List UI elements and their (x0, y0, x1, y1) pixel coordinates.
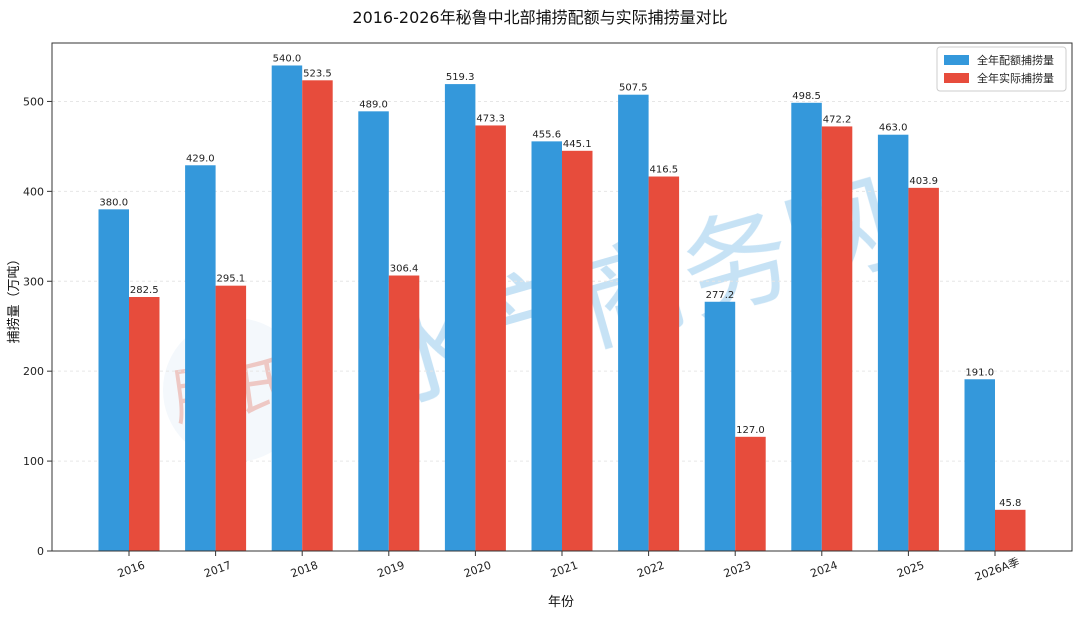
data-label: 463.0 (879, 123, 908, 134)
plot-frame (51, 42, 1073, 552)
data-label: 282.5 (130, 285, 159, 296)
bar-actual-2025 (908, 187, 939, 552)
x-tick-label: 2026A季 (973, 555, 1021, 583)
bar-actual-2017 (215, 285, 247, 551)
data-label: 127.0 (736, 425, 765, 436)
data-label: 191.0 (965, 367, 994, 378)
y-tick-label: 300 (23, 275, 44, 288)
data-label: 416.5 (650, 165, 679, 176)
x-tick-label: 2023 (722, 559, 753, 581)
bar-actual-2024 (821, 126, 853, 552)
x-tick-label: 2016 (116, 559, 147, 581)
data-label: 507.5 (619, 83, 648, 94)
x-tick-label: 2020 (462, 559, 493, 581)
data-label: 277.2 (706, 290, 735, 301)
x-tick-label: 2025 (895, 559, 926, 581)
data-label: 45.8 (999, 498, 1021, 509)
bar-actual-2020 (475, 125, 506, 551)
bar-quota-2017 (185, 165, 216, 551)
x-tick-label: 2024 (809, 559, 840, 581)
legend-label-actual: 全年实际捕捞量 (977, 71, 1054, 85)
bar-quota-2021 (531, 141, 562, 551)
y-tick-label: 100 (23, 455, 44, 468)
data-label: 455.6 (532, 129, 561, 140)
x-tick-label: 2019 (376, 559, 407, 581)
x-tick-label: 2017 (202, 559, 233, 581)
data-label: 519.3 (446, 72, 475, 83)
bar-actual-2026A季 (995, 509, 1026, 551)
data-labels: 380.0 429.0 540.0 489.0 519.3 455.6 507.5 277.2… (99, 53, 1021, 508)
bar-actual-2021 (562, 150, 593, 551)
y-tick-label: 200 (23, 365, 44, 378)
bar-quota-2023 (704, 301, 736, 551)
legend-swatch-quota (944, 55, 969, 65)
data-label: 523.5 (303, 68, 332, 79)
x-tick-label: 2022 (635, 559, 666, 581)
legend-swatch-actual (944, 73, 969, 83)
data-label: 429.0 (186, 153, 215, 164)
bar-quota-2024 (791, 102, 822, 552)
bar-actual-2018 (302, 80, 333, 552)
data-label: 472.2 (823, 114, 852, 125)
data-label: 489.0 (359, 99, 388, 110)
bar-quota-2016 (98, 209, 129, 551)
bar-quota-2019 (358, 111, 389, 552)
bar-actual-2022 (648, 176, 680, 551)
x-tick-label: 2018 (289, 559, 320, 581)
chart-title: 2016-2026年秘鲁中北部捕捞配额与实际捕捞量对比 (352, 8, 727, 27)
bar-quota-2018 (271, 65, 303, 551)
bars (98, 65, 1026, 552)
data-label: 498.5 (792, 91, 821, 102)
data-label: 306.4 (390, 264, 419, 275)
x-tick-label: 2021 (549, 559, 580, 581)
data-label: 403.9 (909, 176, 938, 187)
bar-quota-2022 (618, 94, 649, 552)
legend-box (936, 46, 1067, 92)
y-tick-label: 500 (23, 95, 44, 108)
data-label: 473.3 (476, 113, 505, 124)
bar-quota-2025 (877, 134, 909, 552)
data-label: 380.0 (99, 197, 128, 208)
bar-actual-2019 (388, 275, 420, 551)
bar-actual-2016 (129, 297, 160, 551)
data-label: 445.1 (563, 139, 592, 150)
x-axis-label: 年份 (548, 595, 574, 610)
data-label: 540.0 (273, 53, 302, 64)
y-tick-label: 400 (23, 185, 44, 198)
bar-quota-2020 (444, 84, 476, 552)
legend-label-quota: 全年配额捕捞量 (977, 53, 1054, 67)
bar-actual-2023 (735, 436, 766, 551)
y-tick-label: 0 (37, 545, 44, 558)
bar-quota-2026A季 (964, 379, 995, 551)
y-axis-label: 捕捞量（万吨） (6, 252, 22, 343)
data-label: 295.1 (217, 274, 246, 285)
